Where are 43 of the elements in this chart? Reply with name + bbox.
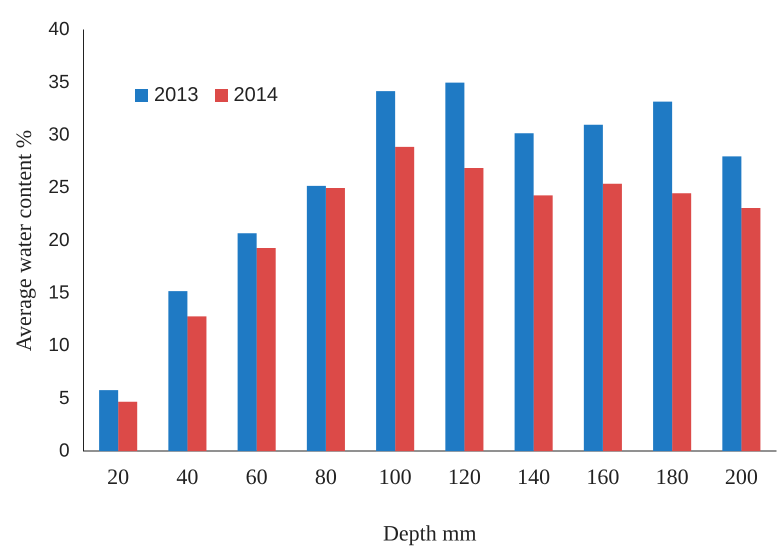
x-tick-label: 100 <box>378 464 412 490</box>
bar <box>534 195 553 452</box>
bar <box>722 156 742 452</box>
x-tick-label: 180 <box>656 464 689 490</box>
bar <box>326 188 345 452</box>
x-tick-label: 80 <box>314 464 337 490</box>
bar <box>256 248 276 452</box>
bar <box>306 186 326 452</box>
bar <box>187 316 206 452</box>
y-tick-label: 10 <box>48 335 70 356</box>
x-tick-label: 160 <box>586 464 620 490</box>
y-axis-title: Average water content % <box>10 130 36 352</box>
y-tick-label: 25 <box>48 177 70 198</box>
bar <box>653 102 672 452</box>
legend-label: 2013 <box>153 84 198 107</box>
bar <box>672 193 692 452</box>
x-tick-label: 60 <box>246 464 268 490</box>
legend-label: 2014 <box>232 84 278 107</box>
x-tick-label: 200 <box>724 464 758 490</box>
y-tick-label: 0 <box>58 440 70 462</box>
bar <box>445 82 464 452</box>
y-tick-label: 15 <box>48 282 70 304</box>
y-tick-label: 20 <box>48 230 70 251</box>
x-tick-label: 120 <box>448 464 481 490</box>
bar <box>238 233 257 452</box>
y-tick-label: 35 <box>48 72 70 93</box>
y-tick-label: 5 <box>58 388 70 409</box>
x-tick-label: 140 <box>517 464 550 490</box>
bar <box>168 291 188 452</box>
bar <box>584 124 603 452</box>
y-tick-label: 30 <box>48 124 70 146</box>
bar <box>395 146 414 452</box>
bar <box>99 390 118 452</box>
bar <box>741 208 760 452</box>
bar <box>376 91 396 452</box>
x-tick-label: 40 <box>176 464 198 490</box>
bar <box>464 168 484 452</box>
bar <box>118 402 138 452</box>
x-axis-title: Depth mm <box>383 520 477 546</box>
bar <box>514 133 534 452</box>
x-tick-label: 20 <box>107 464 130 490</box>
y-tick-label: 40 <box>48 19 70 40</box>
bar <box>602 184 622 452</box>
